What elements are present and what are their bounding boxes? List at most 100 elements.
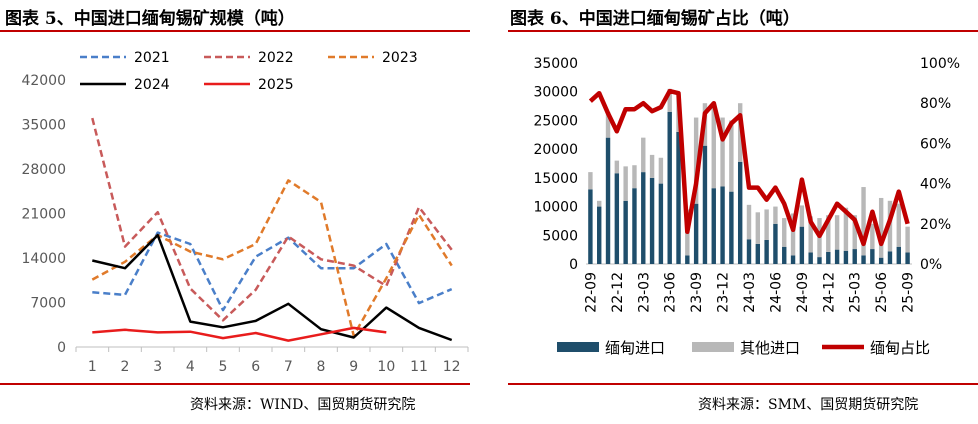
bar-myanmar-import xyxy=(649,177,655,264)
y-tick-label-right: 20000 xyxy=(533,142,578,158)
legend-label-2021: 2021 xyxy=(134,50,170,66)
y-tick-label-left: 7000 xyxy=(30,296,66,312)
bar-other-import xyxy=(826,215,831,252)
x-tick-label-right: 25-03 xyxy=(848,272,864,313)
bar-myanmar-import xyxy=(632,188,637,264)
bar-myanmar-import xyxy=(702,145,708,264)
x-tick-label-right: 24-06 xyxy=(768,272,784,313)
x-tick-label-right: 25-06 xyxy=(874,272,890,313)
x-tick-label-left: 2 xyxy=(121,359,130,375)
bar-other-import xyxy=(764,209,769,240)
y-tick-label-right: 15000 xyxy=(533,171,578,187)
x-tick-label-left: 9 xyxy=(349,359,358,375)
bar-other-import xyxy=(905,226,910,253)
bar-myanmar-import xyxy=(737,161,743,264)
series-line-2022 xyxy=(91,117,453,322)
bar-myanmar-import xyxy=(782,246,787,264)
x-tick-label-right: 23-12 xyxy=(716,272,732,313)
bar-other-import xyxy=(667,88,672,112)
bar-other-import xyxy=(896,203,901,247)
bar-myanmar-import xyxy=(685,255,690,264)
y-tick-label-right: 30000 xyxy=(533,85,578,101)
y-tick-label-right: 35000 xyxy=(533,56,578,72)
bar-myanmar-import xyxy=(614,173,620,264)
y-tick-label-left: 35000 xyxy=(21,118,66,134)
bar-myanmar-import xyxy=(826,251,831,264)
bar-other-import xyxy=(790,213,796,256)
bar-myanmar-import xyxy=(605,137,611,264)
bar-other-import xyxy=(729,120,734,192)
chart-title-left: 图表 5、中国进口缅甸锡矿规模（吨） xyxy=(5,9,295,29)
bar-myanmar-import xyxy=(588,189,593,264)
y-tick-label-left: 28000 xyxy=(21,162,66,178)
source-note-right: 资料来源：SMM、国贸期货研究院 xyxy=(698,397,919,413)
bar-myanmar-import xyxy=(729,191,734,264)
bar-other-import xyxy=(878,197,884,258)
chart-title-right: 图表 6、中国进口缅甸锡矿占比（吨） xyxy=(510,9,800,29)
bar-other-import xyxy=(746,204,752,240)
bar-myanmar-import xyxy=(597,206,602,264)
y-tick-label-right: 5000 xyxy=(542,228,578,244)
bar-other-import xyxy=(605,111,611,138)
x-tick-label-left: 7 xyxy=(284,359,293,375)
x-tick-label-left: 8 xyxy=(317,359,326,375)
x-tick-label-left: 1 xyxy=(88,359,97,375)
series-line-2021 xyxy=(92,231,453,312)
y-tick-label-left: 0 xyxy=(57,340,66,356)
bar-myanmar-import xyxy=(843,250,849,264)
y2-tick-label-right: 80% xyxy=(920,96,951,112)
bar-other-import xyxy=(597,200,602,207)
x-tick-label-right: 23-06 xyxy=(663,272,679,313)
bar-myanmar-import xyxy=(896,246,901,264)
x-tick-label-left: 12 xyxy=(443,359,461,375)
bar-myanmar-import xyxy=(746,239,752,264)
bar-myanmar-import xyxy=(693,203,699,264)
bottom-rule-right xyxy=(508,383,978,385)
legend-label-2022: 2022 xyxy=(258,50,294,66)
legend-swatch-myanmar-import xyxy=(557,342,599,352)
bottom-rule-left xyxy=(0,383,470,385)
bar-other-import xyxy=(614,160,620,174)
y-tick-label-left: 21000 xyxy=(21,207,66,223)
series-line-myanmar-share xyxy=(588,88,910,247)
x-tick-label-right: 23-09 xyxy=(689,272,705,313)
legend-label-2024: 2024 xyxy=(134,77,170,93)
bar-myanmar-import xyxy=(764,239,769,264)
y-tick-label-left: 42000 xyxy=(21,73,66,89)
bar-myanmar-import xyxy=(658,183,664,264)
bar-myanmar-import xyxy=(817,257,822,264)
series-line-2024 xyxy=(92,233,453,342)
bar-myanmar-import xyxy=(905,252,910,264)
legend-label-2025: 2025 xyxy=(258,77,294,93)
x-tick-label-right: 22-12 xyxy=(610,272,626,313)
x-tick-label-right: 24-03 xyxy=(742,272,758,313)
y-tick-label-right: 0 xyxy=(569,257,578,273)
bar-other-import xyxy=(755,212,761,244)
top-rule-left xyxy=(0,30,470,32)
legend-label-2023: 2023 xyxy=(382,50,418,66)
x-tick-label-right: 24-12 xyxy=(821,272,837,313)
bar-myanmar-import xyxy=(773,223,778,264)
bar-other-import xyxy=(632,165,637,189)
bar-other-import xyxy=(782,218,787,247)
bar-other-import xyxy=(843,207,849,251)
y2-tick-label-right: 0% xyxy=(920,257,942,273)
bar-myanmar-import xyxy=(799,226,805,264)
bar-myanmar-import xyxy=(852,249,857,264)
bar-myanmar-import xyxy=(808,252,813,264)
y2-tick-label-right: 100% xyxy=(920,56,960,72)
bar-myanmar-import xyxy=(641,172,646,264)
bar-other-import xyxy=(588,172,593,190)
bar-other-import xyxy=(773,206,778,224)
bar-myanmar-import xyxy=(887,251,893,264)
bar-other-import xyxy=(720,117,725,187)
bar-myanmar-import xyxy=(878,257,884,264)
y2-tick-label-right: 20% xyxy=(920,217,951,233)
y2-tick-label-right: 40% xyxy=(920,177,951,193)
bar-other-import xyxy=(808,216,813,253)
bar-myanmar-import xyxy=(834,249,840,264)
bar-myanmar-import xyxy=(870,249,875,264)
bar-other-import xyxy=(641,137,646,173)
bar-other-import xyxy=(799,205,805,227)
